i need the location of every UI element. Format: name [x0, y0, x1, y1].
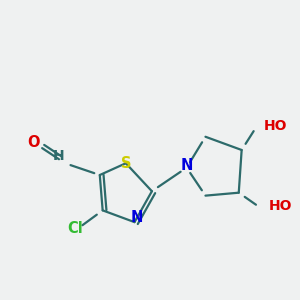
Text: O: O	[27, 135, 39, 150]
Text: N: N	[130, 210, 143, 225]
Text: H: H	[53, 149, 64, 163]
Text: HO: HO	[263, 119, 287, 134]
Text: N: N	[181, 158, 193, 173]
Text: S: S	[121, 156, 131, 171]
Text: Cl: Cl	[67, 220, 83, 236]
Text: HO: HO	[269, 199, 293, 213]
